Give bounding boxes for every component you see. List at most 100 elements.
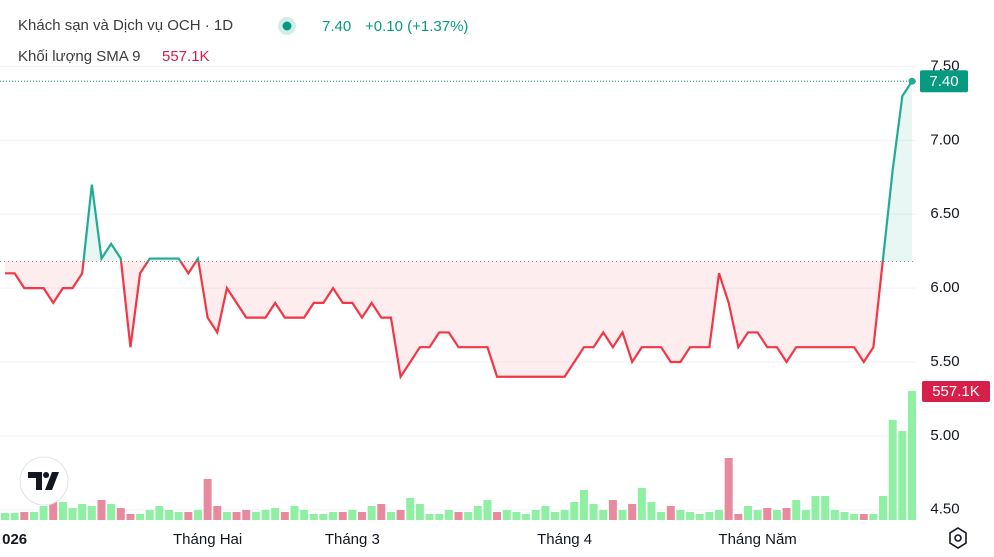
tradingview-logo[interactable] [19, 456, 69, 506]
time-axis: 026 Tháng Hai Tháng 3 Tháng 4 Tháng Năm [2, 531, 797, 548]
volume-bar [647, 502, 656, 520]
logo-circle [19, 456, 69, 506]
price-change: +0.10 (+1.37%) [365, 18, 468, 35]
volume-bar [618, 510, 627, 520]
volume-bar [686, 512, 695, 520]
volume-bar [203, 479, 212, 520]
volume-bar [184, 512, 193, 520]
volume-bar [743, 506, 752, 520]
volume-bars [1, 391, 916, 520]
volume-tag [922, 381, 990, 402]
volume-tag-label: 557.1K [932, 383, 980, 400]
volume-bar [68, 508, 77, 520]
volume-bar [850, 514, 859, 520]
volume-bar [531, 510, 540, 520]
volume-bar [734, 514, 743, 520]
volume-bar [155, 506, 164, 520]
volume-bar [666, 506, 675, 520]
settings-hex [949, 527, 967, 549]
settings-button[interactable] [949, 527, 967, 549]
area-below [5, 261, 912, 377]
y-tick-label: 5.50 [930, 353, 959, 370]
volume-bar [319, 514, 328, 520]
volume-bar [338, 512, 347, 520]
volume-bar [78, 504, 87, 520]
volume-bar [406, 498, 415, 520]
volume-bar [377, 504, 386, 520]
volume-bar [251, 512, 260, 520]
volume-bar [657, 512, 666, 520]
volume-bar [589, 504, 598, 520]
volume-bar [97, 500, 106, 520]
y-tick-label: 6.00 [930, 279, 959, 296]
volume-bar [165, 510, 174, 520]
volume-bar [599, 510, 608, 520]
price-axis: 4.50 5.00 5.50 6.00 6.50 7.00 7.507.40 557.1K [920, 57, 990, 518]
volume-bar [772, 510, 781, 520]
volume-bar [213, 506, 222, 520]
volume-bar [116, 508, 125, 520]
volume-bar [512, 512, 521, 520]
volume-bar [1, 513, 9, 520]
volume-bar [271, 508, 280, 520]
x-tick-label: Tháng Hai [173, 531, 242, 548]
y-tick-label: 7.00 [930, 131, 959, 148]
chart-title: Khách sạn và Dịch vụ OCH · 1D [18, 17, 233, 34]
volume-bar [859, 514, 868, 520]
area-above [5, 81, 912, 262]
logo-glyph [28, 472, 59, 490]
volume-bar [792, 500, 801, 520]
volume-bar [695, 514, 704, 520]
volume-bar [145, 510, 154, 520]
volume-bar [20, 512, 29, 520]
last-price-tag-label: 7.40 [929, 73, 958, 90]
volume-title: Khối lượng SMA 9 [18, 48, 140, 65]
volume-bar [473, 506, 482, 520]
volume-bar [415, 504, 424, 520]
y-tick-label: 6.50 [930, 205, 959, 222]
last-point [908, 77, 916, 85]
volume-bar [493, 512, 502, 520]
volume-bar [705, 512, 714, 520]
volume-bar [280, 512, 289, 520]
last-price: 7.40 [322, 18, 351, 35]
x-tick-label: 026 [2, 531, 27, 548]
volume-bar [300, 510, 309, 520]
price-line-down [5, 261, 884, 380]
volume-bar [782, 508, 791, 520]
volume-bar [435, 514, 444, 520]
volume-bar [830, 510, 839, 520]
volume-bar [483, 500, 492, 520]
volume-bar [676, 510, 685, 520]
y-tick-label: 5.00 [930, 427, 959, 444]
volume-sma: 557.1K [162, 48, 210, 65]
volume-bar [908, 391, 916, 520]
volume-bar [522, 514, 531, 520]
volume-bar [396, 510, 405, 520]
volume-bar [550, 512, 559, 520]
volume-bar [628, 504, 637, 520]
status-dot [282, 21, 292, 31]
volume-bar [869, 514, 878, 520]
volume-bar [801, 510, 810, 520]
y-tick-label: 4.50 [930, 501, 959, 518]
last-price-tag [920, 70, 968, 93]
volume-bar [444, 510, 453, 520]
volume-bar [464, 512, 473, 520]
volume-bar [715, 510, 724, 520]
volume-bar [560, 510, 569, 520]
volume-bar [898, 431, 907, 520]
volume-bar [222, 512, 231, 520]
volume-bar [87, 506, 96, 520]
volume-bar [502, 510, 511, 520]
volume-bar [753, 510, 762, 520]
volume-bar [58, 502, 67, 520]
volume-bar [358, 512, 367, 520]
volume-bar [888, 420, 897, 520]
volume-bar [454, 512, 463, 520]
volume-bar [174, 512, 183, 520]
volume-bar [425, 514, 434, 520]
volume-bar [724, 458, 733, 520]
volume-bar [348, 510, 357, 520]
